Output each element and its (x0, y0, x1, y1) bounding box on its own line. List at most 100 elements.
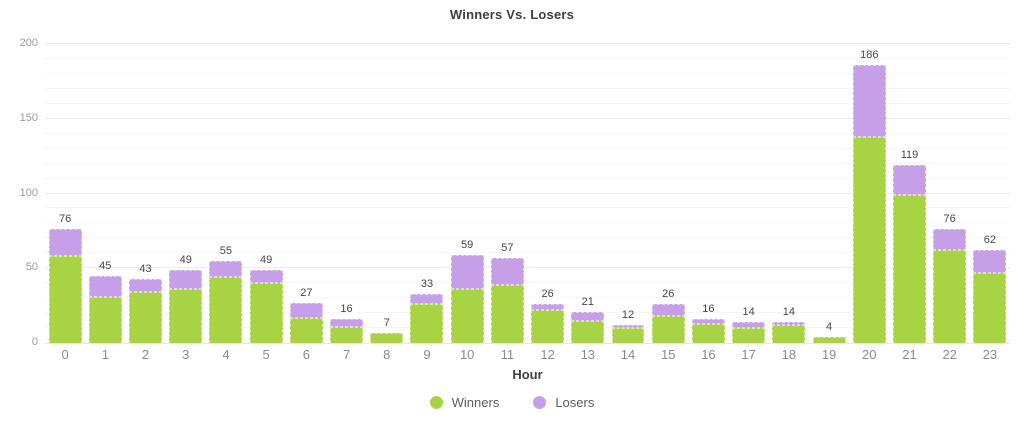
bar-segment-losers[interactable] (490, 257, 524, 285)
x-tick-label: 15 (660, 347, 676, 362)
bar-segment-winners[interactable] (611, 328, 645, 343)
x-tick-label: 8 (383, 347, 391, 362)
bar-total-label: 12 (621, 309, 635, 322)
bar-segment-winners[interactable] (651, 316, 685, 343)
bar-segment-losers[interactable] (691, 319, 725, 324)
bar-segment-losers[interactable] (852, 64, 886, 137)
bar-segment-winners[interactable] (410, 304, 444, 343)
bar-segment-winners[interactable] (249, 283, 283, 343)
bar-segment-losers[interactable] (249, 269, 283, 284)
bar-total-label: 59 (461, 238, 474, 251)
bar-segment-winners[interactable] (933, 250, 967, 343)
bar-segment-winners[interactable] (289, 317, 323, 343)
x-tick-label: 9 (423, 347, 431, 362)
bar-segment-losers[interactable] (88, 275, 122, 297)
bar-slot-hour-23: 62 (970, 44, 1010, 343)
bar-hour-1[interactable] (88, 275, 122, 343)
bar-segment-losers[interactable] (933, 229, 967, 251)
legend-label: Winners (451, 395, 500, 410)
bar-segment-losers[interactable] (410, 293, 444, 305)
bar-segment-winners[interactable] (571, 320, 605, 343)
bar-segment-winners[interactable] (209, 277, 243, 343)
bar-segment-winners[interactable] (892, 195, 926, 343)
bar-total-label: 21 (581, 295, 594, 308)
bar-slot-hour-18: 14 (769, 44, 809, 343)
bar-hour-17[interactable] (732, 322, 766, 343)
bar-segment-losers[interactable] (571, 311, 605, 321)
bar-segment-winners[interactable] (490, 284, 524, 343)
bar-segment-winners[interactable] (732, 328, 766, 343)
bar-hour-2[interactable] (129, 278, 162, 343)
bar-segment-losers[interactable] (611, 325, 645, 329)
bar-hour-3[interactable] (169, 269, 203, 343)
bar-segment-losers[interactable] (531, 304, 565, 311)
bar-segment-winners[interactable] (772, 325, 806, 343)
bar-hour-21[interactable] (892, 165, 926, 343)
bar-total-label: 14 (782, 306, 795, 319)
bar-segment-losers[interactable] (169, 269, 203, 290)
bar-slot-hour-16: 16 (688, 44, 728, 343)
bar-total-label: 43 (139, 262, 152, 275)
bar-hour-23[interactable] (973, 250, 1007, 343)
bar-slot-hour-1: 45 (85, 44, 125, 343)
bar-segment-losers[interactable] (973, 250, 1007, 273)
bar-slot-hour-4: 55 (206, 44, 246, 343)
bar-hour-4[interactable] (209, 260, 243, 343)
bar-segment-winners[interactable] (691, 323, 725, 343)
bar-segment-losers[interactable] (209, 260, 243, 278)
bar-hour-15[interactable] (651, 304, 685, 343)
x-tick-label: 12 (540, 347, 555, 362)
gridline-minor (45, 177, 1010, 179)
bar-segment-losers[interactable] (129, 278, 162, 293)
bar-hour-20[interactable] (852, 64, 886, 343)
x-tick-label: 3 (182, 347, 190, 362)
bar-segment-losers[interactable] (289, 302, 323, 318)
bar-slot-hour-15: 26 (648, 44, 688, 343)
bar-segment-winners[interactable] (169, 289, 203, 343)
bar-segment-winners[interactable] (450, 289, 484, 343)
legend-item-winners[interactable]: Winners (429, 395, 500, 410)
bar-segment-winners[interactable] (531, 310, 565, 343)
bar-hour-5[interactable] (249, 269, 283, 343)
bar-hour-18[interactable] (772, 322, 806, 343)
bar-segment-winners[interactable] (330, 326, 364, 343)
bar-hour-13[interactable] (571, 311, 605, 343)
bar-segment-losers[interactable] (48, 229, 82, 257)
bar-segment-losers[interactable] (651, 304, 685, 317)
bar-hour-10[interactable] (450, 254, 484, 343)
bar-hour-9[interactable] (410, 293, 444, 343)
bar-segment-losers[interactable] (892, 165, 926, 195)
bar-hour-14[interactable] (611, 325, 645, 343)
legend-item-losers[interactable]: Losers (533, 395, 594, 410)
bar-hour-11[interactable] (490, 257, 524, 343)
bar-total-label: 45 (99, 259, 112, 272)
bar-segment-winners[interactable] (973, 272, 1007, 343)
bar-slot-hour-5: 49 (246, 44, 286, 343)
bar-segment-winners[interactable] (812, 337, 846, 343)
bar-segment-winners[interactable] (852, 136, 886, 343)
bar-hour-19[interactable] (812, 337, 846, 343)
bar-hour-7[interactable] (330, 319, 364, 343)
bar-hour-16[interactable] (691, 319, 725, 343)
bar-segment-winners[interactable] (88, 296, 122, 343)
gridline-minor (45, 252, 1010, 254)
bar-segment-losers[interactable] (330, 319, 364, 327)
bar-slot-hour-3: 49 (166, 44, 206, 343)
bar-hour-8[interactable] (370, 332, 404, 343)
bar-hour-0[interactable] (48, 229, 82, 343)
x-axis: 0 1 2 3 4 5 6 7 8 9 10 11 12 13 14 15 16 17 18 19 20 21 22 23 (45, 347, 1010, 365)
x-tick-label: 10 (459, 347, 475, 362)
bar-hour-12[interactable] (531, 304, 565, 343)
bar-segment-losers[interactable] (732, 322, 766, 329)
bar-segment-losers[interactable] (772, 322, 806, 326)
bar-segment-winners[interactable] (48, 256, 82, 343)
bar-segment-losers[interactable] (450, 254, 484, 290)
bar-slot-hour-2: 43 (125, 44, 165, 343)
bar-total-label: 49 (260, 253, 273, 266)
bar-total-label: 26 (662, 288, 675, 301)
bar-hour-22[interactable] (933, 229, 967, 343)
bar-segment-winners[interactable] (129, 292, 162, 343)
bar-hour-6[interactable] (289, 302, 323, 343)
bar-segment-winners[interactable] (370, 332, 404, 343)
